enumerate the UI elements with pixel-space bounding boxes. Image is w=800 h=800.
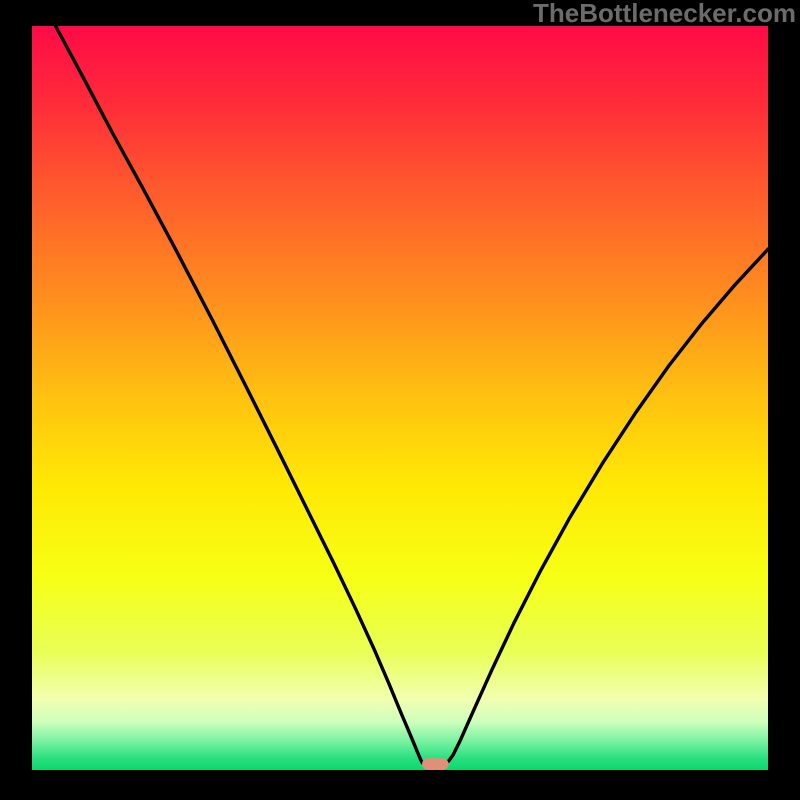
attribution-watermark: TheBottlenecker.com: [533, 0, 796, 29]
plot-area: [32, 26, 768, 770]
figure-root: TheBottlenecker.com: [0, 0, 800, 800]
gradient-background: [32, 26, 768, 770]
optimum-marker: [422, 758, 449, 770]
